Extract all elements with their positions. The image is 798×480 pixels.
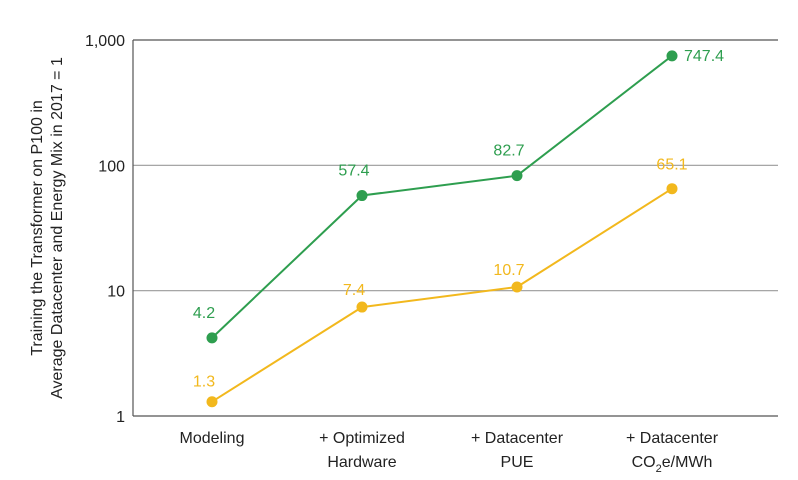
x-tick-label: + Datacenter <box>626 430 719 447</box>
x-tick-label: Modeling <box>180 430 245 447</box>
data-label: 57.4 <box>338 163 369 180</box>
data-point <box>666 183 678 195</box>
data-point <box>206 332 218 344</box>
data-label: 4.2 <box>193 305 215 322</box>
series-line <box>211 187 673 403</box>
data-label: 65.1 <box>656 157 687 174</box>
y-tick-label: 100 <box>98 158 125 175</box>
data-label: 7.4 <box>343 282 365 299</box>
series-line <box>211 55 673 339</box>
y-axis-label-line1: Training the Transformer on P100 in <box>29 100 46 356</box>
gridlines <box>133 164 778 292</box>
data-point <box>666 50 678 62</box>
x-tick-labels: Modeling + Optimized Hardware + Datacent… <box>180 430 719 475</box>
y-tick-labels: 1 10 100 1,000 <box>85 33 125 426</box>
data-point <box>511 170 523 182</box>
x-tick-label: + Optimized <box>319 430 405 447</box>
y-tick-label: 1 <box>116 409 125 426</box>
x-tick-label-co2: CO2e/MWh <box>632 454 713 475</box>
data-label: 10.7 <box>493 262 524 279</box>
data-point <box>206 396 218 408</box>
data-label: 747.4 <box>684 48 724 65</box>
y-axis-label: Training the Transformer on P100 in Aver… <box>29 57 66 399</box>
data-point <box>511 281 523 293</box>
data-point <box>356 190 368 202</box>
x-tick-label: + Datacenter <box>471 430 564 447</box>
data-point <box>356 301 368 313</box>
y-axis-label-line2: Average Datacenter and Energy Mix in 201… <box>49 57 66 399</box>
y-tick-label: 10 <box>107 284 125 301</box>
series: 4.2 57.4 82.7 747.4 1.3 7.4 10.7 65.1 <box>193 48 724 408</box>
y-tick-label: 1,000 <box>85 33 125 50</box>
x-tick-label: Hardware <box>327 454 396 471</box>
data-label: 1.3 <box>193 374 215 391</box>
data-label: 82.7 <box>493 143 524 160</box>
axes <box>132 39 778 417</box>
x-tick-label: PUE <box>501 454 534 471</box>
